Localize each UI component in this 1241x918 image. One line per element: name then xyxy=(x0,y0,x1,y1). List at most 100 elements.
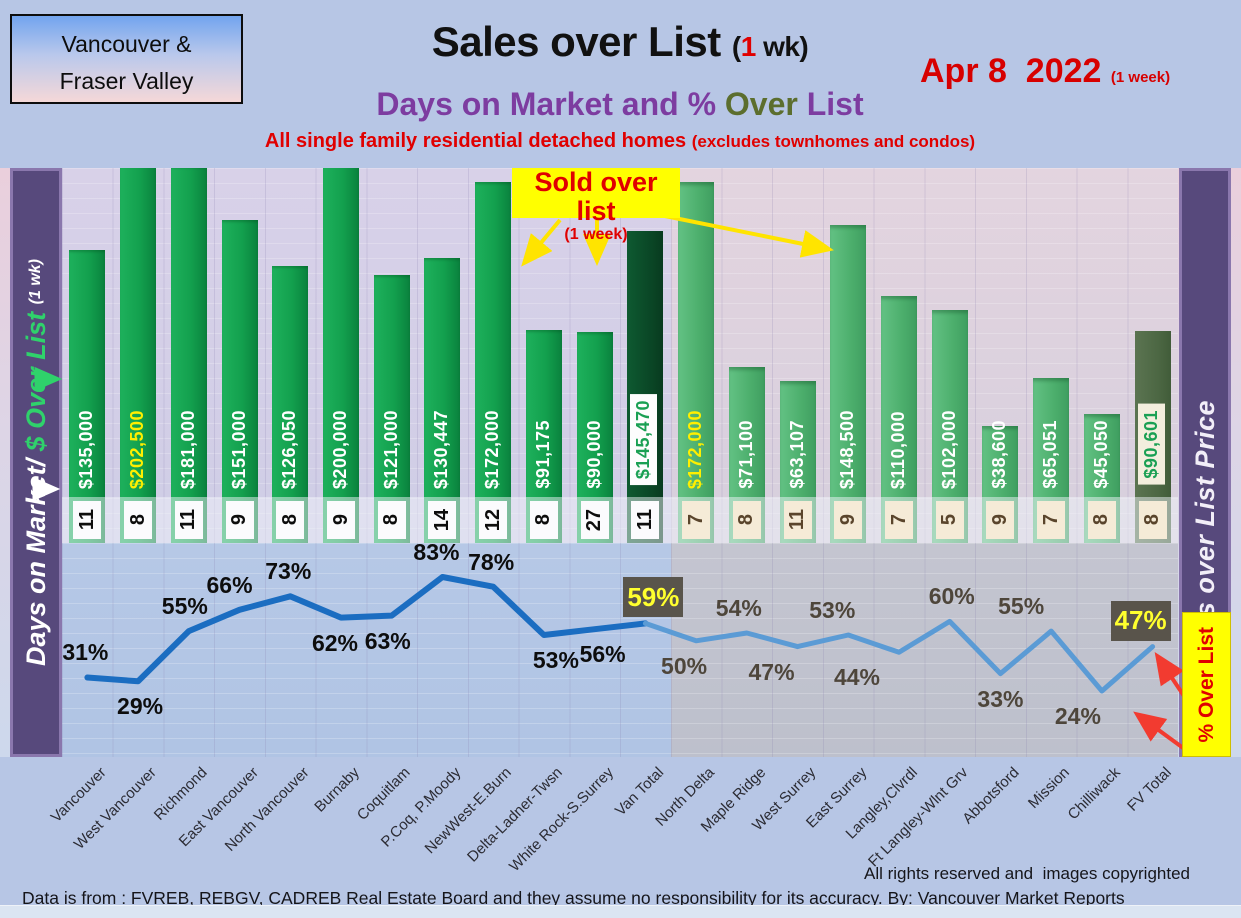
pct-label: 24% xyxy=(1054,702,1101,729)
x-axis-label-chilliwack: Chilliwack xyxy=(1064,764,1124,824)
bar-value-label: $65,051 xyxy=(1040,420,1061,489)
days-on-market-chip: 12 xyxy=(479,501,508,539)
left-axis-dom: Days on Market/ xyxy=(20,458,51,666)
pct-label: 53% xyxy=(809,596,856,623)
pct-label: 62% xyxy=(311,629,359,656)
title-main: Sales over List xyxy=(431,18,721,65)
vertical-gridlines-lower xyxy=(62,543,1178,757)
pct-label: 44% xyxy=(833,664,881,691)
subtitle-olive: Over xyxy=(724,86,798,122)
x-axis-label-burnaby: Burnaby xyxy=(311,764,364,816)
subtitle-purple: Days on Market and % xyxy=(376,86,725,122)
days-on-market-value: 9 xyxy=(228,514,251,526)
title-week-number: 1 xyxy=(740,31,757,62)
days-on-market-chip: 9 xyxy=(225,501,254,539)
bar-value-label: $145,470 xyxy=(630,393,658,485)
pct-label: 50% xyxy=(661,652,708,679)
pct-label: 66% xyxy=(206,571,253,598)
region-title-box: Vancouver & Fraser Valley xyxy=(10,14,243,104)
bar-value-label: $63,107 xyxy=(786,420,807,489)
x-axis-label-white-rock-s-surrey: White Rock-S.Surrey xyxy=(505,764,617,876)
source-note: Data is from : FVREB, REBGV, CADREB Real… xyxy=(22,888,1125,908)
bar-value-label: $181,000 xyxy=(177,409,198,489)
days-on-market-value: 9 xyxy=(836,514,859,526)
days-on-market-chip: 14 xyxy=(428,501,457,539)
van-line-background xyxy=(62,543,671,757)
pct-over-list-label: % Over List xyxy=(1194,626,1218,743)
days-on-market-chip: 8 xyxy=(732,501,761,539)
days-on-market-value: 8 xyxy=(380,514,403,526)
pct-label: 55% xyxy=(161,593,208,620)
pct-over-list-box: % Over List xyxy=(1182,612,1231,757)
days-on-market-chip: 8 xyxy=(276,501,305,539)
pct-line-fraser-valley xyxy=(642,618,1156,694)
bar-value-label: $38,600 xyxy=(989,420,1010,489)
bar-value-label: $110,000 xyxy=(888,410,908,489)
bar-value-label: $126,050 xyxy=(279,409,300,489)
title-paren: (1 wk) xyxy=(731,31,809,62)
bar-richmond xyxy=(170,168,207,543)
bar-east-vancouver xyxy=(221,220,258,543)
pct-label: 54% xyxy=(715,595,762,622)
tagline: All single family residential detached h… xyxy=(250,130,990,153)
days-on-market-chip: 8 xyxy=(1087,501,1116,539)
days-on-market-value: 11 xyxy=(786,509,809,531)
days-on-market-value: 11 xyxy=(75,509,98,531)
pct-label: 53% xyxy=(532,646,579,673)
pct-label: 55% xyxy=(998,593,1045,620)
line-plot-area: 31% 29% 55% 66% 73% 62% 63% 83% 78% 53% 56% 50% 54% 4… xyxy=(62,539,1178,757)
days-on-market-value: 8 xyxy=(1141,514,1164,526)
bar-value-label: $90,601 xyxy=(1137,404,1165,485)
x-axis-label-ft-langley-wlnt-grv: Ft Langley-Wlnt Grv xyxy=(865,764,972,871)
days-on-market-value: 9 xyxy=(988,514,1011,526)
pct-line-chart xyxy=(84,574,1156,694)
days-on-market-chip: 8 xyxy=(124,501,153,539)
van-bar-background xyxy=(62,168,671,543)
title-open: ( xyxy=(731,31,741,62)
days-on-market-value: 7 xyxy=(887,514,910,526)
region-line1: Vancouver & xyxy=(61,31,192,57)
days-on-market-chip: 8 xyxy=(529,501,558,539)
days-on-market-value: 8 xyxy=(278,514,301,526)
bar-east-surrey xyxy=(830,225,867,543)
pct-label: 29% xyxy=(117,693,164,720)
days-on-market-value: 11 xyxy=(177,509,200,531)
region-line2: Fraser Valley xyxy=(59,67,194,94)
days-on-market-value: 5 xyxy=(938,514,961,526)
pct-total-chip: 59% xyxy=(623,577,684,618)
bar-value-label: $135,000 xyxy=(76,409,97,489)
bar-value-label: $148,500 xyxy=(837,409,858,489)
sold-over-list-callout: Sold over list (1 week) xyxy=(512,168,680,243)
x-axis-label-newwest-e-burn: NewWest-E.Burn xyxy=(422,764,516,858)
left-axis-note: (1 wk) xyxy=(26,259,44,305)
days-on-market-chip: 8 xyxy=(377,501,406,539)
pct-label: 56% xyxy=(579,641,626,668)
rights-note: All rights reserved and images copyright… xyxy=(864,864,1190,883)
pct-label: 78% xyxy=(468,548,515,575)
x-axis-label-mission: Mission xyxy=(1025,764,1074,812)
bar-burnaby xyxy=(323,168,359,543)
left-axis-label: Days on Market/ $ Over List (1 wk) xyxy=(21,259,52,666)
days-on-market-value: 7 xyxy=(684,514,707,526)
bar-value-label: $172,000 xyxy=(482,409,503,489)
bar-value-label: $202,500 xyxy=(127,409,148,489)
days-on-market-chip: 7 xyxy=(885,501,913,539)
title-week-tail: wk) xyxy=(755,31,809,62)
days-on-market-value: 7 xyxy=(1039,514,1062,526)
days-on-market-chip: 7 xyxy=(1037,501,1066,539)
report-date: Apr 8 2022 (1 week) xyxy=(920,52,1170,91)
bottom-strip xyxy=(0,905,1241,918)
bar-newwest-e-burn xyxy=(475,181,512,543)
x-axis-label-fv-total: FV Total xyxy=(1123,764,1175,815)
subtitle-tail: List xyxy=(797,86,864,122)
bar-value-label: $102,000 xyxy=(938,409,959,489)
left-axis-over: $ Over List xyxy=(20,304,51,459)
tagline-main: All single family residential detached h… xyxy=(264,130,692,152)
days-on-market-chip: 11 xyxy=(174,501,203,539)
days-on-market-chip: 11 xyxy=(631,501,660,539)
pct-label: 83% xyxy=(413,539,460,565)
callout-note: (1 week) xyxy=(564,226,628,243)
days-on-market-value: 11 xyxy=(633,509,656,531)
days-on-market-value: 27 xyxy=(583,508,606,532)
